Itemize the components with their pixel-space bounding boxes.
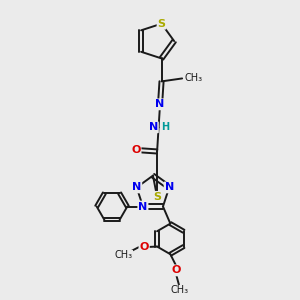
Text: N: N [155,99,165,110]
Text: H: H [161,122,169,132]
Text: N: N [138,202,148,212]
Text: O: O [172,266,181,275]
Text: CH₃: CH₃ [170,285,188,296]
Text: O: O [131,145,141,155]
Text: N: N [165,182,174,192]
Text: S: S [158,19,166,29]
Text: N: N [132,182,141,192]
Text: S: S [153,192,161,202]
Text: N: N [149,122,158,132]
Text: O: O [140,242,149,252]
Text: CH₃: CH₃ [184,74,202,83]
Text: CH₃: CH₃ [115,250,133,260]
